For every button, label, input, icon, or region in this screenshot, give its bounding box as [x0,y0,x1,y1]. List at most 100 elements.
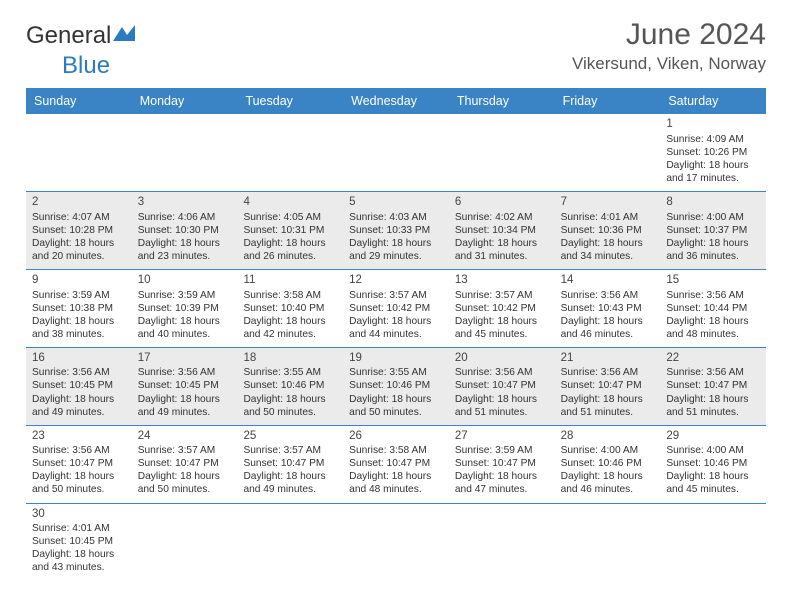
sunset-line: Sunset: 10:38 PM [32,302,126,315]
brand-part2: Blue [62,52,110,80]
day-cell-10: 10Sunrise: 3:59 AMSunset: 10:39 PMDaylig… [132,270,238,347]
day-cell-7: 7Sunrise: 4:01 AMSunset: 10:36 PMDayligh… [555,192,661,269]
day-cell-6: 6Sunrise: 4:02 AMSunset: 10:34 PMDayligh… [449,192,555,269]
day-number: 2 [32,195,126,210]
sunset-line: Sunset: 10:34 PM [455,224,549,237]
daylight-line: Daylight: 18 hours and 51 minutes. [561,393,655,419]
sunset-line: Sunset: 10:45 PM [32,379,126,392]
sunrise-line: Sunrise: 3:59 AM [138,289,232,302]
daylight-line: Daylight: 18 hours and 36 minutes. [666,237,760,263]
day-number: 26 [349,429,443,444]
day-number: 20 [455,351,549,366]
daylight-line: Daylight: 18 hours and 45 minutes. [666,470,760,496]
calendar-row: 30Sunrise: 4:01 AMSunset: 10:45 PMDaylig… [26,504,766,581]
sunset-line: Sunset: 10:47 PM [561,379,655,392]
daylight-line: Daylight: 18 hours and 48 minutes. [349,470,443,496]
sunset-line: Sunset: 10:47 PM [666,379,760,392]
sunrise-line: Sunrise: 3:59 AM [455,444,549,457]
weekday-friday: Friday [555,88,661,114]
sunset-line: Sunset: 10:46 PM [666,457,760,470]
calendar-row: 23Sunrise: 3:56 AMSunset: 10:47 PMDaylig… [26,426,766,504]
day-cell-13: 13Sunrise: 3:57 AMSunset: 10:42 PMDaylig… [449,270,555,347]
empty-cell [343,114,449,191]
day-number: 14 [561,273,655,288]
sunrise-line: Sunrise: 3:58 AM [349,444,443,457]
sunset-line: Sunset: 10:44 PM [666,302,760,315]
empty-cell [132,114,238,191]
location: Vikersund, Viken, Norway [572,54,766,74]
sunset-line: Sunset: 10:45 PM [32,535,126,548]
sunrise-line: Sunrise: 4:01 AM [32,522,126,535]
day-cell-11: 11Sunrise: 3:58 AMSunset: 10:40 PMDaylig… [237,270,343,347]
sunrise-line: Sunrise: 3:56 AM [561,366,655,379]
day-cell-21: 21Sunrise: 3:56 AMSunset: 10:47 PMDaylig… [555,348,661,425]
title-block: June 2024 Vikersund, Viken, Norway [572,18,766,74]
empty-cell [660,504,766,581]
daylight-line: Daylight: 18 hours and 45 minutes. [455,315,549,341]
sunrise-line: Sunrise: 3:56 AM [666,289,760,302]
daylight-line: Daylight: 18 hours and 49 minutes. [32,393,126,419]
weekday-saturday: Saturday [660,88,766,114]
day-cell-5: 5Sunrise: 4:03 AMSunset: 10:33 PMDayligh… [343,192,449,269]
sunrise-line: Sunrise: 4:09 AM [666,133,760,146]
day-number: 16 [32,351,126,366]
sunrise-line: Sunrise: 3:56 AM [138,366,232,379]
day-cell-26: 26Sunrise: 3:58 AMSunset: 10:47 PMDaylig… [343,426,449,503]
day-number: 19 [349,351,443,366]
day-number: 5 [349,195,443,210]
sunset-line: Sunset: 10:31 PM [243,224,337,237]
brand-part1: General [26,22,111,50]
sunrise-line: Sunrise: 3:58 AM [243,289,337,302]
sunset-line: Sunset: 10:47 PM [138,457,232,470]
sunset-line: Sunset: 10:45 PM [138,379,232,392]
empty-cell [132,504,238,581]
daylight-line: Daylight: 18 hours and 44 minutes. [349,315,443,341]
daylight-line: Daylight: 18 hours and 46 minutes. [561,315,655,341]
sunrise-line: Sunrise: 3:56 AM [455,366,549,379]
daylight-line: Daylight: 18 hours and 49 minutes. [243,470,337,496]
sunset-line: Sunset: 10:47 PM [455,379,549,392]
day-number: 6 [455,195,549,210]
weekday-thursday: Thursday [449,88,555,114]
daylight-line: Daylight: 18 hours and 20 minutes. [32,237,126,263]
month-title: June 2024 [572,18,766,52]
day-number: 8 [666,195,760,210]
day-number: 22 [666,351,760,366]
day-cell-4: 4Sunrise: 4:05 AMSunset: 10:31 PMDayligh… [237,192,343,269]
day-cell-3: 3Sunrise: 4:06 AMSunset: 10:30 PMDayligh… [132,192,238,269]
calendar-body: 1Sunrise: 4:09 AMSunset: 10:26 PMDayligh… [26,114,766,580]
sunset-line: Sunset: 10:42 PM [455,302,549,315]
weekday-wednesday: Wednesday [343,88,449,114]
daylight-line: Daylight: 18 hours and 50 minutes. [138,470,232,496]
daylight-line: Daylight: 18 hours and 42 minutes. [243,315,337,341]
empty-cell [449,114,555,191]
sunset-line: Sunset: 10:47 PM [455,457,549,470]
daylight-line: Daylight: 18 hours and 48 minutes. [666,315,760,341]
day-cell-23: 23Sunrise: 3:56 AMSunset: 10:47 PMDaylig… [26,426,132,503]
calendar-row: 1Sunrise: 4:09 AMSunset: 10:26 PMDayligh… [26,114,766,192]
day-cell-8: 8Sunrise: 4:00 AMSunset: 10:37 PMDayligh… [660,192,766,269]
sunset-line: Sunset: 10:33 PM [349,224,443,237]
sunrise-line: Sunrise: 4:05 AM [243,211,337,224]
day-number: 29 [666,429,760,444]
day-number: 27 [455,429,549,444]
sunrise-line: Sunrise: 4:00 AM [666,211,760,224]
empty-cell [237,114,343,191]
sunrise-line: Sunrise: 3:55 AM [243,366,337,379]
day-cell-2: 2Sunrise: 4:07 AMSunset: 10:28 PMDayligh… [26,192,132,269]
sunrise-line: Sunrise: 3:56 AM [561,289,655,302]
empty-cell [237,504,343,581]
sunset-line: Sunset: 10:46 PM [349,379,443,392]
day-number: 4 [243,195,337,210]
day-cell-18: 18Sunrise: 3:55 AMSunset: 10:46 PMDaylig… [237,348,343,425]
daylight-line: Daylight: 18 hours and 51 minutes. [455,393,549,419]
sunrise-line: Sunrise: 4:06 AM [138,211,232,224]
sunset-line: Sunset: 10:40 PM [243,302,337,315]
day-number: 10 [138,273,232,288]
sunrise-line: Sunrise: 3:57 AM [243,444,337,457]
sunrise-line: Sunrise: 4:00 AM [666,444,760,457]
calendar: SundayMondayTuesdayWednesdayThursdayFrid… [26,88,766,580]
day-cell-30: 30Sunrise: 4:01 AMSunset: 10:45 PMDaylig… [26,504,132,581]
flag-icon [113,25,135,41]
day-number: 13 [455,273,549,288]
